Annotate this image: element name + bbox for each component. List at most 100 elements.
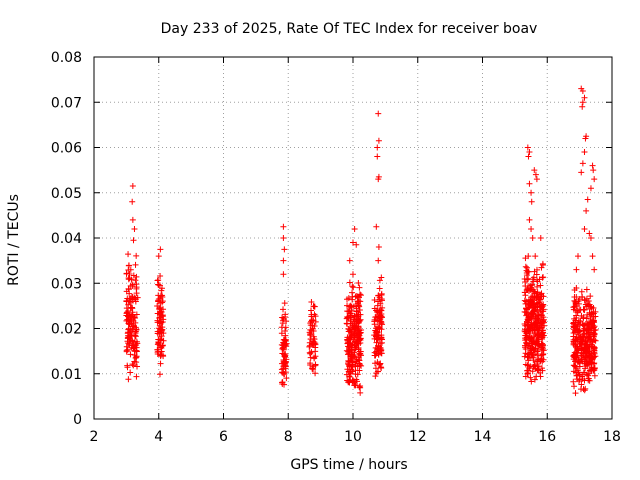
- data-point: [346, 257, 353, 264]
- data-point: [536, 358, 543, 365]
- x-tick-label: 14: [474, 429, 492, 445]
- data-point: [524, 316, 531, 323]
- data-point: [130, 323, 137, 330]
- data-point: [531, 376, 538, 383]
- data-point: [132, 298, 139, 305]
- data-point: [158, 308, 165, 315]
- data-point: [528, 320, 535, 327]
- data-point: [522, 279, 529, 286]
- data-point: [581, 225, 588, 232]
- data-point: [159, 298, 166, 305]
- data-point: [157, 325, 164, 332]
- data-point: [280, 306, 287, 313]
- data-point: [154, 341, 161, 348]
- data-point: [573, 294, 580, 301]
- data-point: [581, 149, 588, 156]
- data-point: [533, 176, 540, 183]
- data-point: [534, 319, 541, 326]
- data-point: [131, 358, 138, 365]
- data-point: [356, 303, 363, 310]
- data-point: [134, 363, 141, 370]
- data-point: [586, 353, 593, 360]
- data-point: [579, 87, 586, 94]
- y-tick-label: 0.02: [51, 322, 82, 338]
- data-point: [528, 189, 535, 196]
- data-point: [587, 350, 594, 357]
- data-point: [538, 320, 545, 327]
- data-point: [578, 169, 585, 176]
- data-point: [345, 308, 352, 315]
- data-point: [126, 341, 133, 348]
- data-point: [582, 338, 589, 345]
- data-point: [126, 313, 133, 320]
- data-point: [132, 261, 139, 268]
- data-point: [583, 371, 590, 378]
- data-point: [371, 297, 378, 304]
- data-point: [529, 368, 536, 375]
- data-point: [522, 309, 529, 316]
- data-point: [357, 382, 364, 389]
- data-point: [378, 350, 385, 357]
- data-point: [357, 335, 364, 342]
- data-point: [575, 253, 582, 260]
- data-point: [133, 285, 140, 292]
- data-point: [123, 347, 130, 354]
- data-point: [307, 322, 314, 329]
- data-point: [353, 292, 360, 299]
- x-tick-label: 16: [538, 429, 556, 445]
- data-point: [377, 360, 384, 367]
- data-point: [352, 293, 359, 300]
- data-point: [133, 273, 140, 280]
- data-point: [128, 337, 135, 344]
- data-point: [589, 253, 596, 260]
- data-point: [524, 354, 531, 361]
- data-point: [155, 282, 162, 289]
- data-point: [574, 302, 581, 309]
- data-point: [357, 389, 364, 396]
- data-point: [131, 314, 138, 321]
- data-point: [352, 371, 359, 378]
- data-point: [530, 286, 537, 293]
- data-point: [282, 324, 289, 331]
- data-point: [129, 309, 136, 316]
- data-point: [307, 362, 314, 369]
- data-point: [534, 366, 541, 373]
- data-point: [574, 343, 581, 350]
- data-point: [581, 307, 588, 314]
- data-point: [347, 318, 354, 325]
- data-point: [378, 320, 385, 327]
- data-point: [350, 353, 357, 360]
- data-point: [573, 314, 580, 321]
- data-point: [125, 266, 132, 273]
- data-point: [538, 264, 545, 271]
- data-point: [125, 312, 132, 319]
- data-point: [373, 330, 380, 337]
- data-point: [590, 167, 597, 174]
- data-point: [131, 332, 138, 339]
- data-point: [591, 176, 598, 183]
- data-point: [375, 368, 382, 375]
- data-point: [590, 337, 597, 344]
- data-point: [570, 320, 577, 327]
- data-point: [534, 348, 541, 355]
- data-point: [129, 281, 136, 288]
- x-tick-label: 8: [284, 429, 293, 445]
- data-point: [526, 149, 533, 156]
- data-point: [584, 321, 591, 328]
- data-point: [345, 348, 352, 355]
- data-point: [577, 336, 584, 343]
- data-point: [533, 291, 540, 298]
- data-point: [521, 276, 528, 283]
- data-point: [570, 378, 577, 385]
- data-point: [123, 297, 130, 304]
- y-tick-label: 0.08: [51, 50, 82, 66]
- x-tick-label: 2: [90, 429, 99, 445]
- data-point: [279, 345, 286, 352]
- data-point: [540, 317, 547, 324]
- data-point: [345, 295, 352, 302]
- data-point: [160, 337, 167, 344]
- data-point: [523, 328, 530, 335]
- data-point: [372, 373, 379, 380]
- data-point: [374, 144, 381, 151]
